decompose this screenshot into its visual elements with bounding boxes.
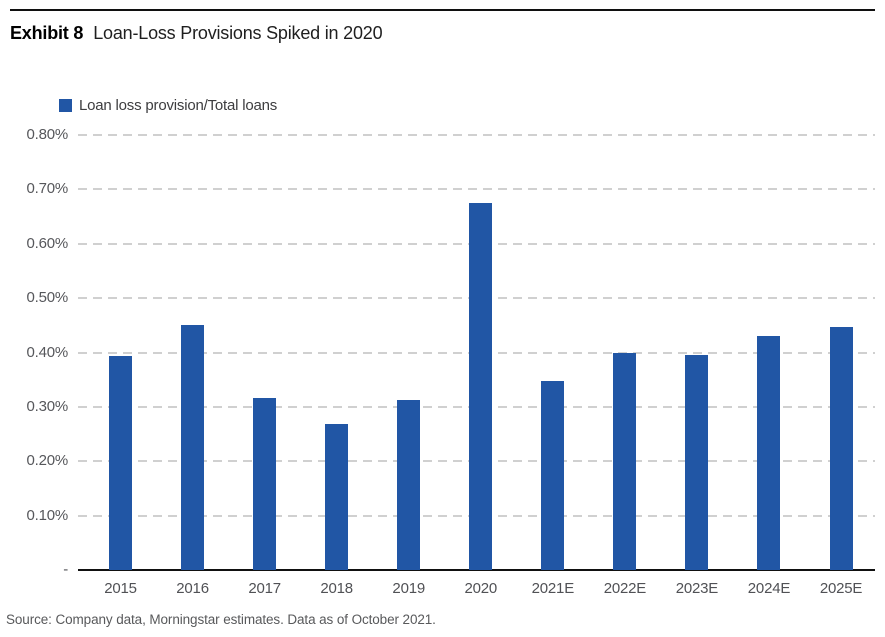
y-axis-tick-label: 0.70%: [26, 180, 68, 198]
y-axis-tick-label: 0.80%: [26, 126, 68, 143]
bar-2018: [325, 424, 349, 570]
x-axis-tick-label: 2023E: [675, 580, 719, 597]
y-axis-tick-label: -: [63, 561, 68, 578]
exhibit-title: Exhibit 8 Loan-Loss Provisions Spiked in …: [10, 23, 870, 44]
bar-2019: [397, 399, 421, 570]
bar-2016: [181, 325, 205, 570]
bar-2024E: [757, 336, 781, 570]
bar-2015: [109, 356, 133, 570]
y-axis-tick-label: 0.30%: [26, 397, 68, 415]
chart-legend: Loan loss provision/Total loans: [59, 97, 277, 114]
exhibit-top-rule: [10, 9, 875, 11]
x-axis-tick-label: 2022E: [603, 580, 647, 597]
source-note: Source: Company data, Morningstar estima…: [6, 612, 436, 627]
bar-2017: [253, 397, 277, 570]
x-axis-tick-label: 2018: [320, 580, 353, 597]
x-axis-tick-label: 2020: [464, 580, 498, 597]
legend-swatch-icon: [59, 99, 72, 112]
y-axis-tick-label: 0.50%: [26, 289, 68, 307]
x-axis-tick-label: 2025E: [819, 580, 863, 597]
x-axis-tick-label: 2015: [104, 580, 137, 597]
x-axis-tick-label: 2021E: [531, 580, 575, 597]
chart-title: Loan-Loss Provisions Spiked in 2020: [93, 23, 383, 43]
bar-2025E: [829, 326, 853, 570]
bar-2022E: [613, 353, 637, 570]
y-axis-tick-label: 0.40%: [26, 343, 68, 361]
bar-2023E: [685, 354, 709, 570]
x-axis-tick-label: 2024E: [747, 580, 791, 597]
y-axis-tick-label: 0.20%: [26, 452, 68, 470]
bar-2020: [469, 202, 493, 570]
gridline: [78, 134, 875, 136]
x-axis-line: [78, 569, 875, 571]
exhibit-label: Exhibit 8: [10, 23, 84, 43]
x-axis-tick-label: 2016: [176, 580, 209, 597]
x-axis-tick-label: 2019: [392, 580, 425, 597]
x-axis-tick-label: 2017: [248, 580, 281, 597]
y-axis-tick-label: 0.60%: [26, 234, 68, 252]
y-axis-tick-label: 0.10%: [26, 506, 68, 524]
bar-2021E: [541, 381, 565, 570]
gridline: [78, 188, 875, 191]
plot-area: 0.80% 0.70% 0.60% 0.50% 0.40% 0.30% 0.20% 0.10%…: [26, 126, 875, 597]
legend-label: Loan loss provision/Total loans: [79, 97, 278, 114]
